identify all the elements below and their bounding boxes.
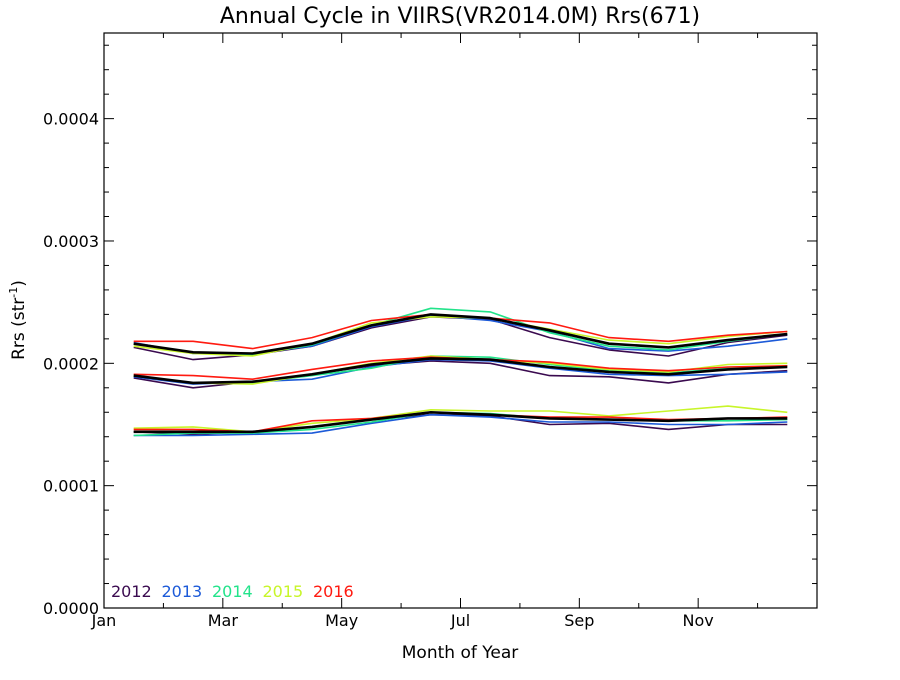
x-tick-label: May [325,611,358,630]
plot-area-frame [103,32,818,609]
x-axis-label: Month of Year [402,643,518,663]
series-line-mean-lower [133,410,788,434]
y-tick-label: 0.0003 [43,232,99,251]
y-tick-label: 0.0004 [43,110,99,129]
series-line-2013-upper [133,314,788,355]
series-line-2013-lower [133,413,788,437]
series-lines [133,307,788,437]
x-tick-label: Nov [683,611,714,630]
x-tick-label: Sep [564,611,594,630]
x-axis: Jan Mar May Jul Sep Nov [91,33,818,630]
legend-entry-2013: 2013 [162,582,203,601]
series-line-2016-upper [133,313,788,350]
y-axis: 0.0000 0.0001 0.0002 0.0003 0.0004 [43,44,817,618]
y-tick-label: 0.0000 [43,599,99,618]
y-axis-label: Rrs (str-1) [7,280,29,360]
y-axis-label-end: ) [9,280,29,287]
series-line-mean-upper [133,313,788,355]
chart-title: Annual Cycle in VIIRS(VR2014.0M) Rrs(671… [220,4,700,29]
y-tick-label: 0.0002 [43,354,99,373]
legend-entry-2014: 2014 [212,582,253,601]
series-line-mean-middle [133,357,788,385]
legend-entry-2015: 2015 [263,582,304,601]
legend-entry-2016: 2016 [313,582,354,601]
y-axis-label-superscript: -1 [7,287,20,298]
y-tick-label: 0.0001 [43,477,99,496]
y-axis-label-main: Rrs (str [9,298,29,360]
x-tick-label: Jul [450,611,470,630]
x-tick-label: Mar [208,611,239,630]
legend: 2012 2013 2014 2015 2016 [111,582,354,601]
x-tick-label: Jan [91,611,117,630]
legend-entry-2012: 2012 [111,582,152,601]
